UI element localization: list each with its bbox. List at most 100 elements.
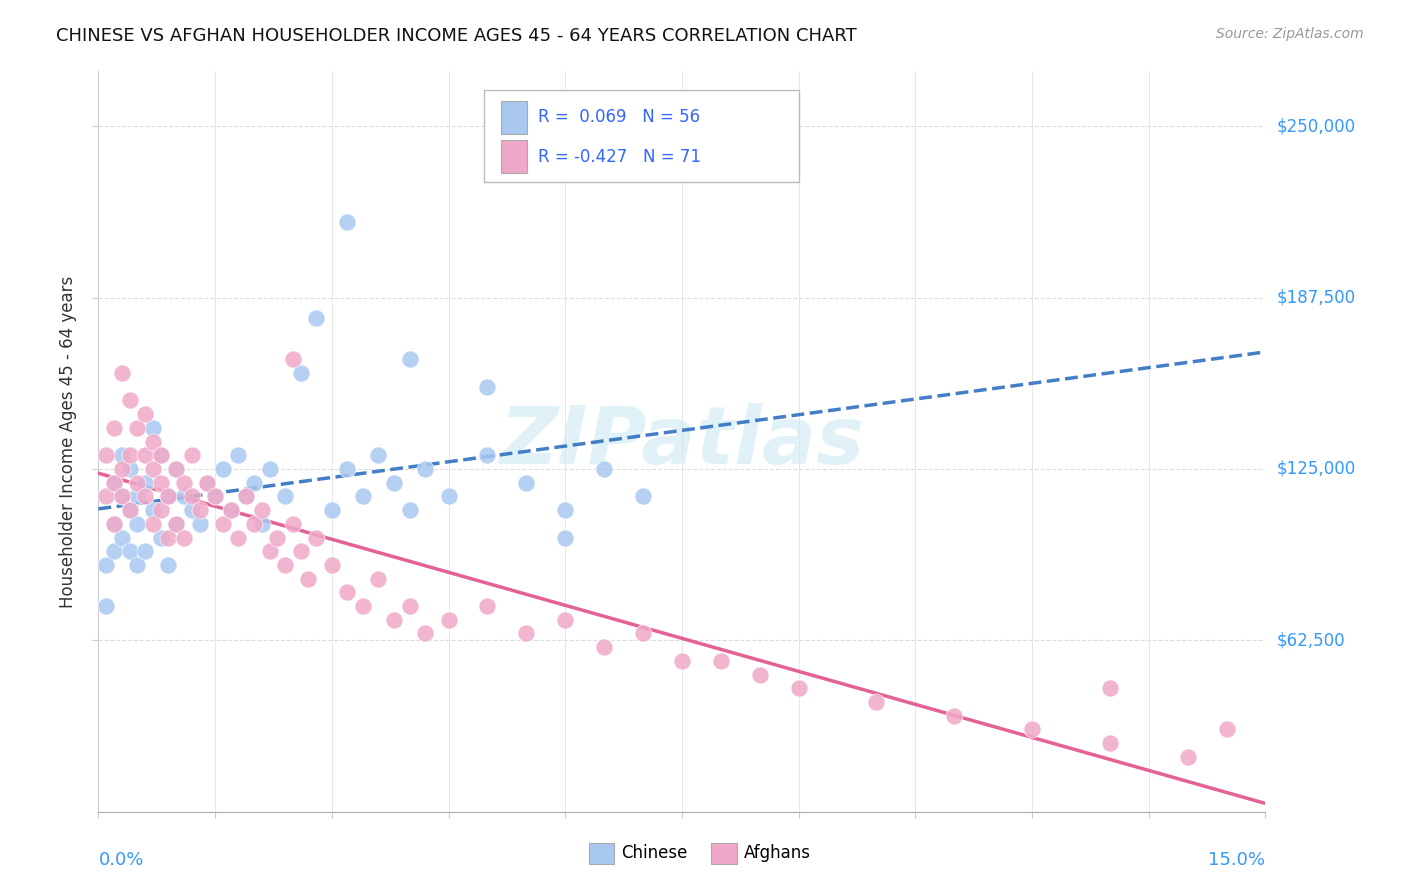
Point [149,475,172,490]
Point [266,531,288,545]
Point [631,489,654,503]
Point [134,489,156,503]
Point [228,448,250,462]
Point [142,434,165,449]
Point [515,626,537,640]
Point [290,544,312,558]
Text: Chinese: Chinese [621,844,688,863]
Point [96,558,118,572]
Point [142,462,165,476]
Point [1215,723,1237,737]
Point [118,462,141,476]
FancyBboxPatch shape [484,90,799,183]
Point [111,489,134,503]
Point [250,503,273,517]
Point [173,489,195,503]
Point [398,352,420,367]
Point [165,462,187,476]
Point [111,448,134,462]
Point [336,585,359,599]
Point [118,503,141,517]
Point [103,516,125,531]
Y-axis label: Householder Income Ages 45 - 64 years: Householder Income Ages 45 - 64 years [59,276,77,607]
Point [142,421,165,435]
Point [149,503,172,517]
Point [515,475,537,490]
Point [149,448,172,462]
Point [228,531,250,545]
Point [127,558,149,572]
Point [111,462,134,476]
Point [204,489,226,503]
Point [149,448,172,462]
Point [118,544,141,558]
Point [111,489,134,503]
Point [710,654,733,668]
Text: $187,500: $187,500 [1277,289,1355,307]
Point [212,516,235,531]
Point [413,626,436,640]
Point [631,626,654,640]
Point [235,489,257,503]
Point [165,516,187,531]
Point [336,462,359,476]
Point [173,531,195,545]
Point [259,462,281,476]
Text: $250,000: $250,000 [1277,117,1355,136]
Point [142,503,165,517]
Point [787,681,810,696]
Point [142,516,165,531]
Point [127,489,149,503]
Point [204,489,226,503]
Point [748,667,770,681]
Point [1177,750,1199,764]
Point [477,380,499,394]
Point [437,489,460,503]
Point [593,640,616,655]
Point [865,695,887,709]
Point [173,475,195,490]
Point [281,516,304,531]
Point [96,599,118,613]
Point [305,311,328,326]
Text: 15.0%: 15.0% [1208,851,1265,869]
Point [188,503,211,517]
Point [274,489,297,503]
Point [134,407,156,421]
Point [149,531,172,545]
Bar [711,843,737,863]
Point [235,489,257,503]
Point [943,708,966,723]
Point [554,613,576,627]
Point [103,475,125,490]
Point [219,503,242,517]
Point [103,421,125,435]
Point [554,503,576,517]
Text: ZIPatlas: ZIPatlas [499,402,865,481]
Point [477,599,499,613]
Point [274,558,297,572]
Text: 0.0%: 0.0% [98,851,143,869]
Point [103,516,125,531]
Point [118,503,141,517]
Point [111,531,134,545]
Point [127,475,149,490]
Point [165,516,187,531]
Point [195,475,218,490]
Bar [501,101,527,134]
Text: R = -0.427   N = 71: R = -0.427 N = 71 [538,147,702,166]
Point [96,448,118,462]
Point [188,516,211,531]
Point [1098,681,1121,696]
Point [118,448,141,462]
Point [305,531,328,545]
Point [127,421,149,435]
Point [352,599,374,613]
Point [1098,736,1121,750]
Point [367,448,389,462]
Point [111,366,134,380]
Point [593,462,616,476]
Point [103,544,125,558]
Text: CHINESE VS AFGHAN HOUSEHOLDER INCOME AGES 45 - 64 YEARS CORRELATION CHART: CHINESE VS AFGHAN HOUSEHOLDER INCOME AGE… [56,27,858,45]
Bar [501,140,527,173]
